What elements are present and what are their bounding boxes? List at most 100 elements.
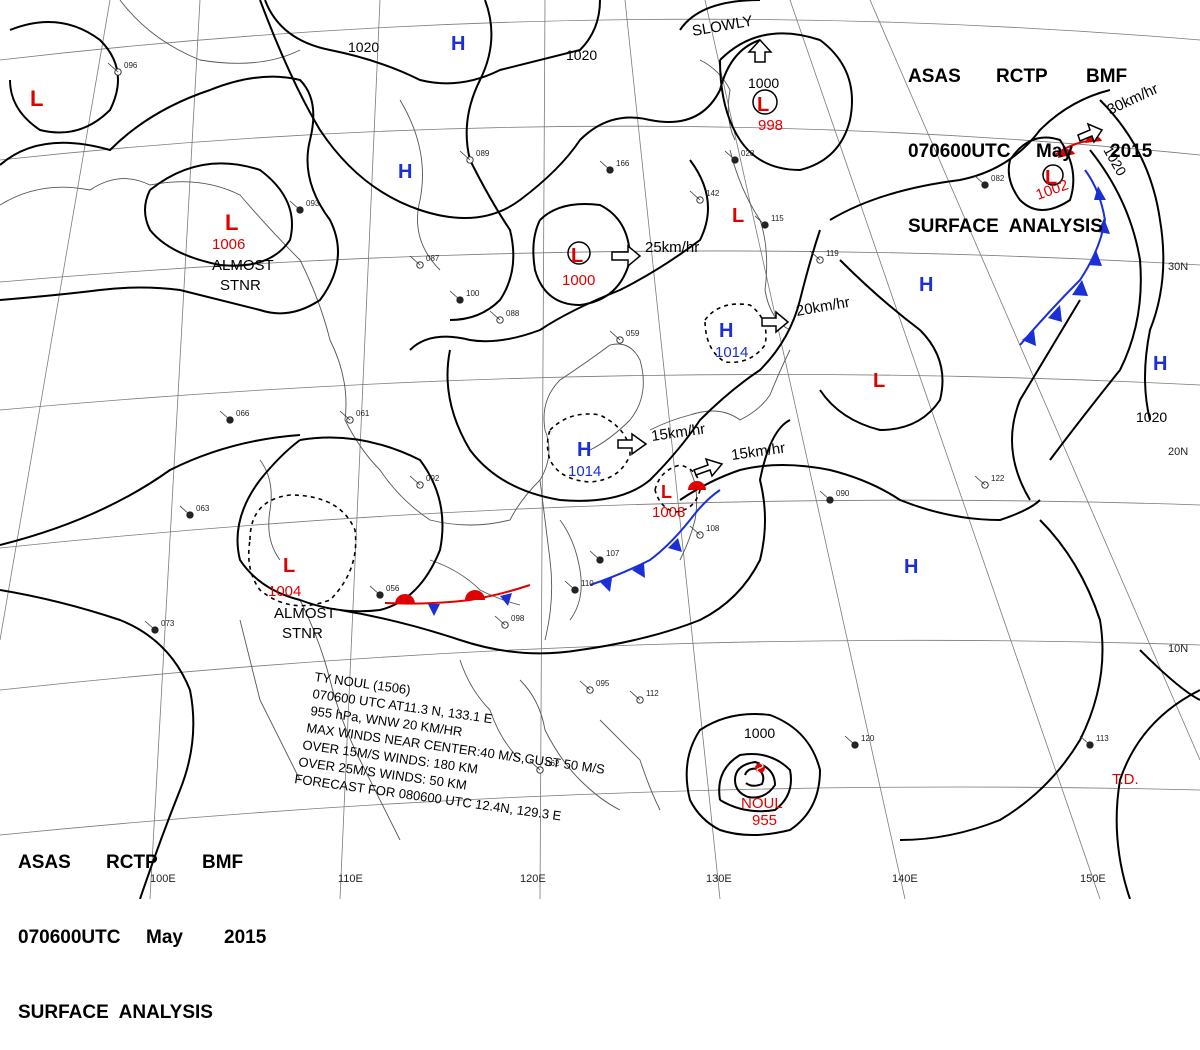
station-pressure: 082: [991, 174, 1005, 183]
wind-barb: [1079, 735, 1091, 746]
low-pressure-value: 1006: [212, 236, 245, 253]
wind-barb: [219, 410, 231, 421]
lon-label: 130E: [706, 873, 732, 885]
weather-map: 096 093 089 166 142 115 119 082 087 100 092 063 061 0…: [0, 0, 1200, 899]
wind-barb: [179, 505, 191, 516]
wind-barb: [724, 150, 736, 161]
isobar-label: 1020: [566, 47, 597, 63]
typhoon-info: TY NOUL (1506) 070600 UTC AT11.3 N, 133.…: [294, 669, 606, 823]
lon-label: 140E: [892, 873, 918, 885]
isobar-labels: 1020 1020 1020 1020 1000 1000: [348, 39, 1167, 741]
station-pressure: 122: [991, 474, 1005, 483]
high-center: H: [577, 439, 591, 461]
wind-barb: [529, 760, 541, 771]
station-pressure: 061: [356, 409, 370, 418]
wind-barb: [754, 215, 766, 226]
header-code: ASAS: [18, 852, 71, 873]
header-time: 070600UTC: [18, 927, 121, 948]
high-center: H: [719, 320, 733, 342]
low-center: L: [30, 86, 43, 111]
wind-barb: [489, 310, 501, 321]
high-center: H: [398, 161, 412, 183]
wind-barb: [449, 290, 461, 301]
low-center: L: [1045, 167, 1057, 189]
grid-labels: 100E 110E 120E 130E 140E 150E 30N 20N 10…: [150, 261, 1188, 885]
typhoon-noul: NOUL 955: [741, 762, 783, 829]
lon-label: 100E: [150, 873, 176, 885]
isobars: [0, 0, 1200, 899]
low-pressure-value: 1000: [562, 272, 595, 289]
wind-barb: [289, 200, 301, 211]
slowly-label: SLOWLY: [691, 13, 754, 40]
station-pressure: 066: [236, 409, 250, 418]
station-pressure: 115: [771, 214, 784, 223]
stnr-label: STNR: [220, 277, 261, 294]
tropical-depression-label: T.D.: [1112, 771, 1139, 788]
station-pressure: 059: [626, 329, 640, 338]
station-pressure: 062: [546, 759, 560, 768]
high-center: H: [904, 556, 918, 578]
low-pressure-value: 998: [758, 117, 783, 134]
high-center: H: [451, 33, 465, 55]
wind-barb: [689, 190, 701, 201]
motion-speed: 25km/hr: [645, 239, 699, 256]
typhoon-pressure: 955: [752, 812, 777, 829]
station-pressure: 166: [616, 159, 630, 168]
stnr-label: STNR: [282, 625, 323, 642]
station-pressure: 110: [581, 579, 594, 588]
wind-barb: [339, 410, 351, 421]
wind-barb: [369, 585, 381, 596]
station-pressure: 093: [306, 199, 320, 208]
wind-barb: [459, 150, 471, 161]
station-pressure: 092: [426, 474, 440, 483]
almost-label: ALMOST: [274, 605, 336, 622]
station-pressure: 090: [836, 489, 850, 498]
high-center: H: [919, 274, 933, 296]
header-code: BMF: [202, 852, 244, 873]
header-year: 2015: [224, 927, 267, 948]
station-pressure: 089: [476, 149, 490, 158]
header-title: SURFACE ANALYSIS: [18, 1002, 213, 1023]
header-time: 070600UTC: [908, 141, 1011, 162]
low-center: L: [732, 205, 744, 227]
low-center: L: [571, 245, 583, 267]
motion-speed: 20km/hr: [795, 294, 851, 320]
motion-speed: 15km/hr: [650, 421, 706, 445]
station-pressure: 073: [161, 619, 175, 628]
lat-label: 10N: [1168, 643, 1188, 655]
low-center: L: [661, 482, 672, 502]
wind-barb: [579, 680, 591, 691]
low-center: L: [873, 370, 885, 392]
isobar-label: 1020: [348, 39, 379, 55]
lon-label: 120E: [520, 873, 546, 885]
wind-barb: [974, 175, 986, 186]
station-pressure: 087: [426, 254, 440, 263]
dashed-isobars: [247, 303, 767, 607]
station-pressure: 056: [386, 584, 400, 593]
station-plots: 096 093 089 166 142 115 119 082 087 100 092 063 061 0…: [107, 61, 1109, 774]
station-pressure: 120: [861, 734, 875, 743]
low-center: L: [283, 555, 295, 577]
high-pressure-value: 1014: [715, 344, 748, 361]
station-pressure: 095: [596, 679, 610, 688]
lat-label: 20N: [1168, 446, 1188, 458]
header-code: ASAS: [908, 66, 961, 87]
motion-speed: 15km/hr: [730, 440, 786, 464]
stationary-front: [384, 481, 721, 616]
header-code: RCTP: [106, 852, 158, 873]
station-pressure: 096: [124, 61, 138, 70]
header-month: May: [1036, 141, 1073, 162]
header-code: RCTP: [996, 66, 1048, 87]
low-center: L: [757, 94, 769, 116]
wind-barb: [629, 690, 641, 701]
typhoon-name: NOUL: [741, 795, 783, 812]
station-pressure: 100: [466, 289, 480, 298]
station-pressure: 119: [826, 249, 839, 258]
header-top: ASAS RCTP BMF 070600UTC May 2015 SURFACE ANA…: [908, 14, 1152, 264]
wind-barb: [844, 735, 856, 746]
header-bottom: ASAS RCTP BMF 070600UTC May 2015 SURFACE ANA…: [18, 800, 266, 1050]
station-pressure: 108: [706, 524, 720, 533]
low-center: L: [225, 210, 238, 235]
high-pressure-value: 1014: [568, 463, 601, 480]
wind-barb: [409, 255, 421, 266]
